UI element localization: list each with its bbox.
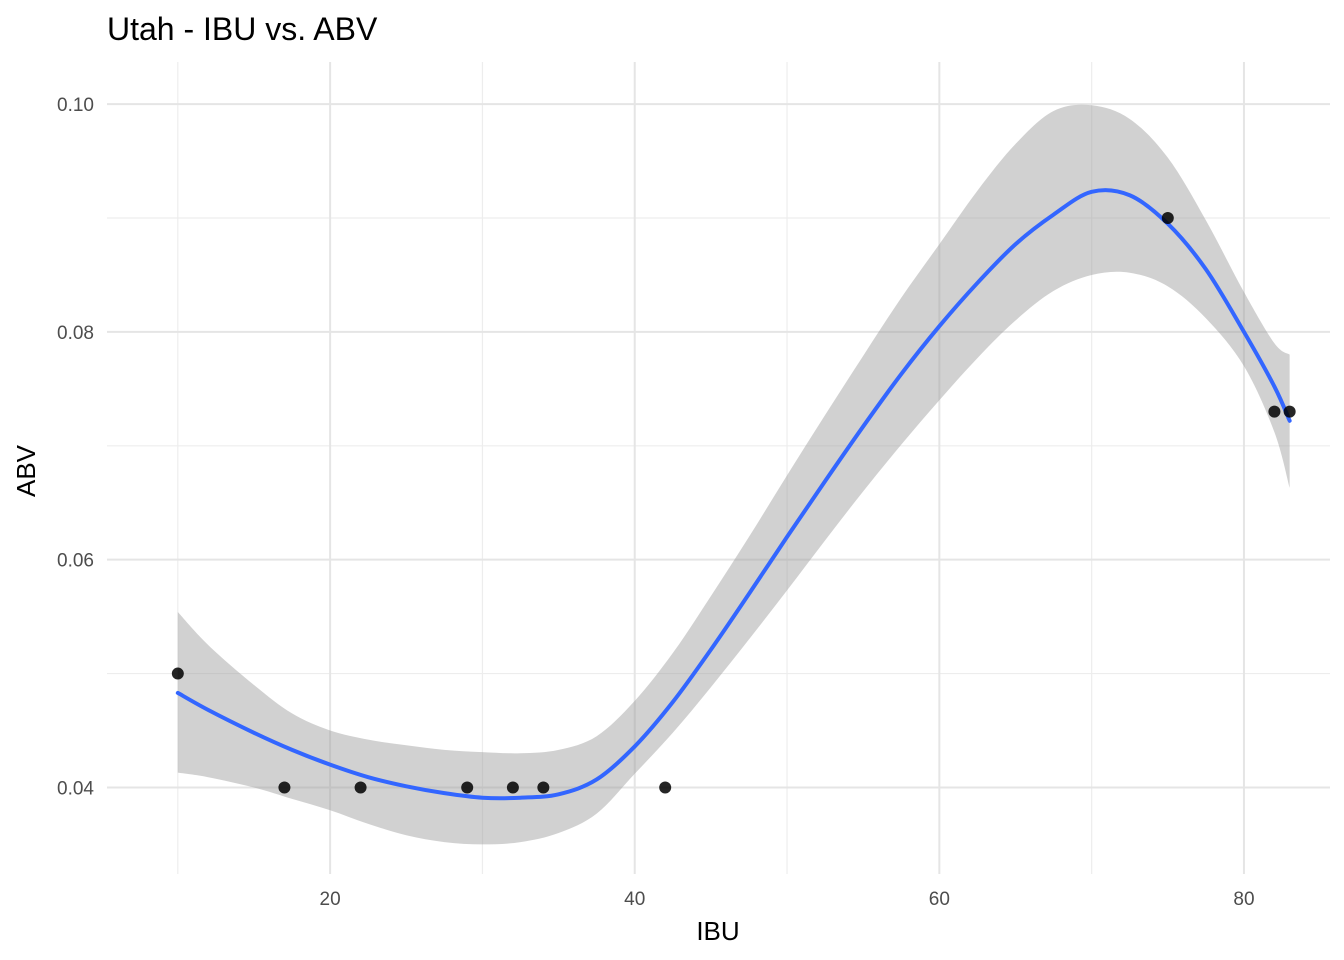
x-tick-label: 20 bbox=[320, 889, 341, 910]
grid bbox=[107, 62, 1330, 874]
data-point bbox=[461, 781, 474, 794]
data-point bbox=[1161, 212, 1174, 225]
data-point bbox=[537, 781, 550, 794]
x-tick-label: 80 bbox=[1233, 889, 1254, 910]
y-tick-label: 0.06 bbox=[57, 551, 94, 572]
confidence-ribbon bbox=[177, 104, 1290, 845]
y-axis-title: ABV bbox=[11, 444, 41, 497]
data-point bbox=[278, 781, 291, 794]
y-tick-label: 0.08 bbox=[57, 323, 94, 344]
data-point bbox=[171, 667, 184, 680]
smooth-fit-line bbox=[175, 188, 1292, 801]
data-point bbox=[354, 781, 367, 794]
x-tick-label: 60 bbox=[929, 889, 950, 910]
data-point bbox=[659, 781, 672, 794]
y-tick-label: 0.10 bbox=[57, 95, 94, 116]
data-point bbox=[506, 781, 519, 794]
data-point bbox=[1283, 405, 1296, 418]
y-tick-label: 0.04 bbox=[57, 778, 94, 799]
y-axis-ticks: 0.04 0.06 0.08 0.10 bbox=[57, 95, 94, 799]
chart-title: Utah - IBU vs. ABV bbox=[107, 11, 378, 47]
x-tick-label: 40 bbox=[624, 889, 645, 910]
data-point bbox=[1268, 405, 1281, 418]
x-axis-ticks: 20 40 60 80 bbox=[320, 889, 1255, 910]
x-axis-title: IBU bbox=[696, 916, 739, 946]
data-points bbox=[171, 212, 1296, 794]
